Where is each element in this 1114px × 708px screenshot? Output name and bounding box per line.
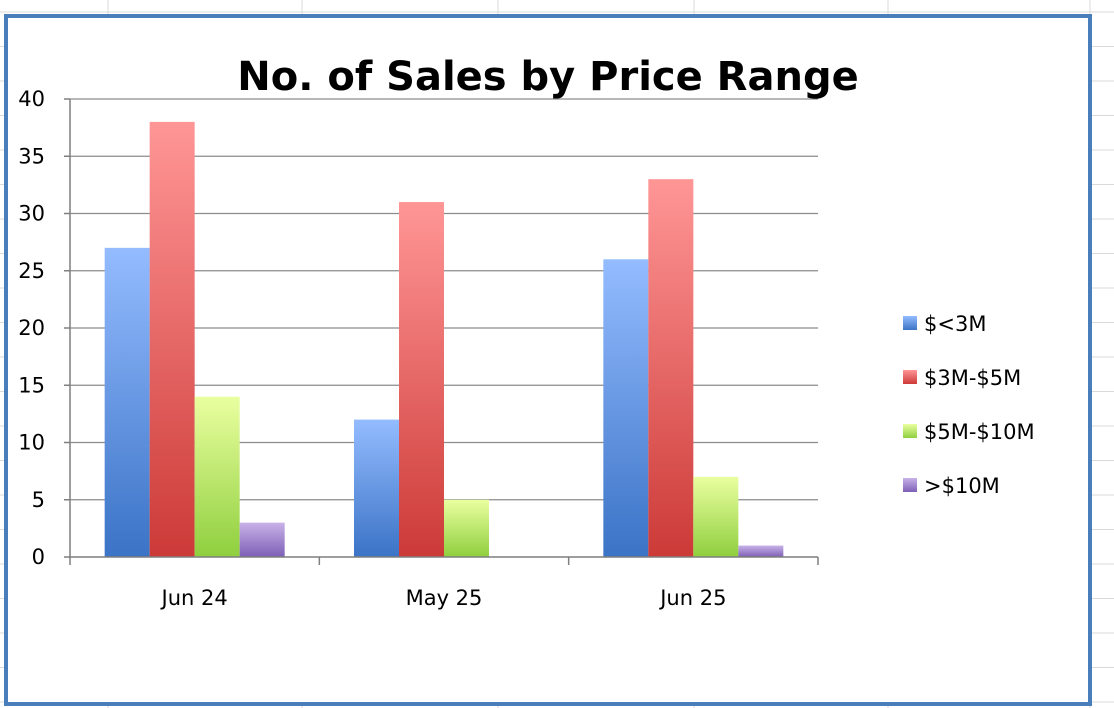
y-tick-label: 30 (18, 202, 45, 226)
legend-swatch (903, 370, 917, 384)
y-tick-label: 20 (18, 316, 45, 340)
y-tick-label: 15 (18, 373, 45, 397)
y-tick-label: 25 (18, 259, 45, 283)
chart-title: No. of Sales by Price Range (237, 54, 858, 100)
bars (104, 121, 784, 558)
legend-label: >$10M (924, 474, 1000, 498)
bar[interactable] (738, 545, 784, 557)
x-axis-tick-labels: Jun 24 May 25 Jun 25 (160, 586, 727, 610)
y-tick-label: 10 (18, 431, 45, 455)
bar[interactable] (444, 499, 489, 557)
legend-swatch (903, 316, 917, 330)
legend-label: $<3M (924, 312, 986, 336)
bar[interactable] (194, 396, 240, 557)
bar[interactable] (603, 259, 649, 557)
legend-label: $5M-$10M (924, 420, 1035, 444)
bar[interactable] (149, 121, 195, 558)
y-tick-label: 5 (32, 488, 45, 512)
y-tick-label: 0 (32, 545, 45, 569)
bar[interactable] (354, 419, 399, 557)
bar[interactable] (239, 522, 285, 557)
x-tick-label: Jun 25 (658, 586, 726, 610)
legend-label: $3M-$5M (924, 366, 1021, 390)
y-axis-tick-labels: 0 5 10 15 20 25 30 35 40 (18, 87, 45, 569)
bar[interactable] (648, 179, 694, 557)
y-tick-label: 35 (18, 144, 45, 168)
x-tick-label: Jun 24 (160, 586, 228, 610)
bar[interactable] (104, 247, 150, 557)
y-tick-label: 40 (18, 87, 45, 111)
legend-swatch (903, 478, 917, 492)
legend-swatch (903, 424, 917, 438)
legend: $<3M $3M-$5M $5M-$10M >$10M (903, 312, 1035, 498)
axes (64, 98, 819, 565)
x-tick-label: May 25 (406, 586, 483, 610)
bar[interactable] (693, 476, 739, 557)
bar[interactable] (399, 202, 444, 558)
